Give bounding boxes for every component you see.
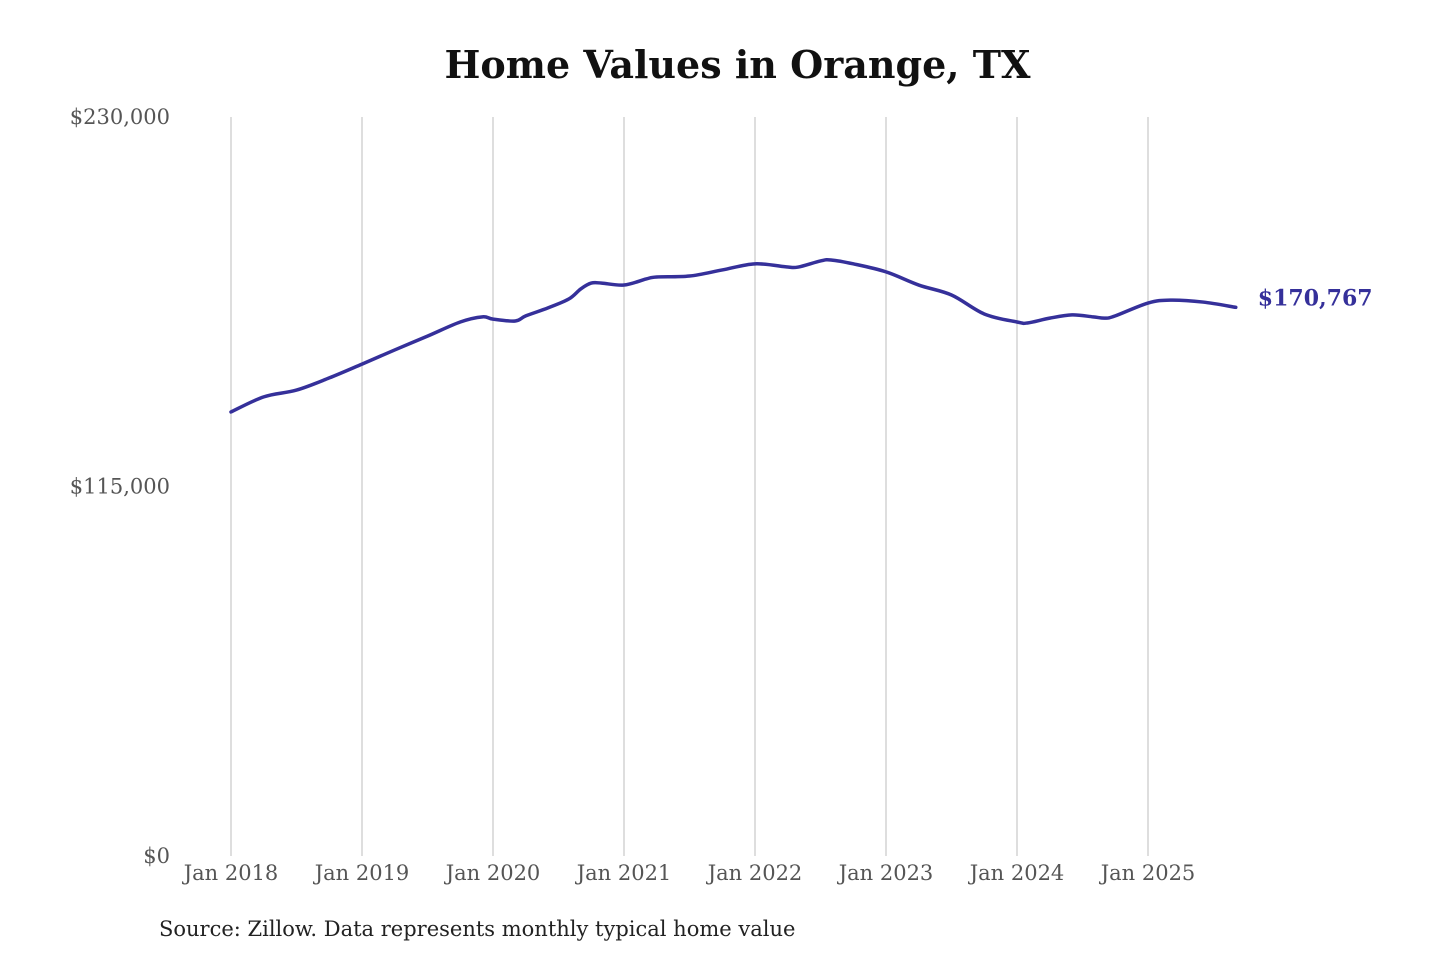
x-axis-ticks: Jan 2018 Jan 2019 Jan 2020 Jan 2021 Jan 2022… xyxy=(182,861,1196,885)
gridlines xyxy=(230,117,1149,856)
x-tick-label: Jan 2023 xyxy=(837,861,934,885)
x-tick-label: Jan 2019 xyxy=(313,861,410,885)
x-tick-label: Jan 2022 xyxy=(706,861,803,885)
y-axis-ticks: $0 $115,000 $230,000 xyxy=(70,105,170,868)
y-tick-label: $115,000 xyxy=(70,475,170,499)
x-tick-label: Jan 2024 xyxy=(968,861,1065,885)
series-line xyxy=(229,258,1238,414)
x-tick-label: Jan 2018 xyxy=(182,861,279,885)
source-note: Source: Zillow. Data represents monthly … xyxy=(159,917,796,941)
end-value-label: $170,767 xyxy=(1258,285,1373,311)
x-tick-label: Jan 2025 xyxy=(1099,861,1196,885)
chart-title: Home Values in Orange, TX xyxy=(444,42,1031,87)
y-tick-label: $0 xyxy=(143,844,170,868)
y-tick-label: $230,000 xyxy=(70,105,170,129)
x-tick-label: Jan 2020 xyxy=(444,861,541,885)
x-tick-label: Jan 2021 xyxy=(575,861,672,885)
